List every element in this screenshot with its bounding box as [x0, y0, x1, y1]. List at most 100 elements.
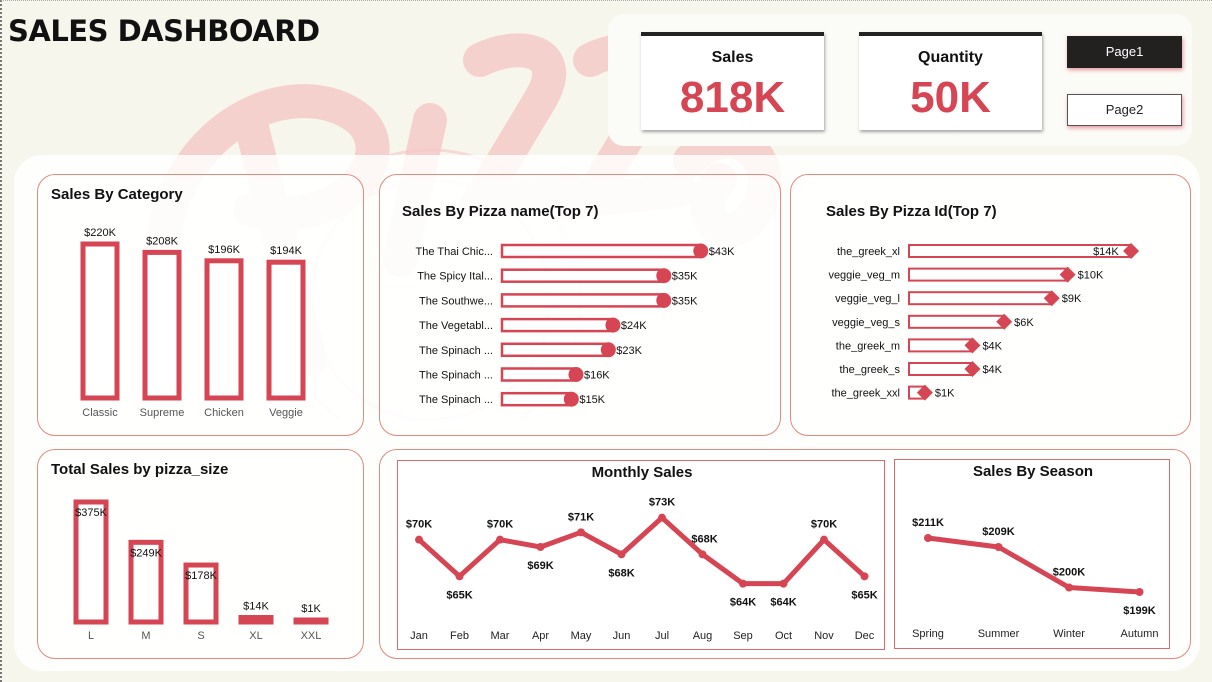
data-label-spring: $211K — [912, 517, 944, 529]
sales-kpi-value: 818K — [679, 73, 786, 122]
pizza-name-marker-3 — [605, 317, 621, 333]
series-line-monthly — [416, 515, 867, 587]
tick-label-jun: Jun — [613, 630, 631, 642]
tick-label-supreme: Supreme — [140, 407, 185, 419]
pizza-id-value-5: $4K — [982, 364, 1002, 376]
data-label-may: $71K — [568, 511, 594, 523]
point-dec — [860, 572, 869, 581]
point-oct — [779, 579, 788, 588]
data-label-aug: $68K — [691, 533, 717, 545]
data-label-classic: $220K — [84, 227, 116, 239]
pizza-id-marker-4 — [964, 337, 981, 354]
data-label-jan: $70K — [406, 519, 432, 531]
pizza-name-marker-0 — [693, 243, 709, 259]
tick-label-oct: Oct — [775, 630, 792, 642]
tick-label-xl: XL — [249, 630, 262, 642]
data-label-supreme: $208K — [146, 235, 178, 247]
page2-button[interactable]: Page2 — [1067, 94, 1182, 126]
sales-by-category-card: Sales By Category $220K Classic $208K Supre… — [37, 174, 364, 436]
data-label-dec: $65K — [851, 589, 877, 601]
quantity-kpi-card: Quantity 50K — [859, 32, 1042, 130]
sales-kpi-label: Sales — [711, 49, 754, 66]
category-chart-title: Sales By Category — [51, 186, 183, 203]
data-label-veggie: $194K — [270, 245, 302, 257]
pizza-name-bar-3 — [500, 317, 615, 333]
bar-veggie — [266, 259, 306, 401]
data-label-winter: $200K — [1053, 567, 1085, 579]
tick-label-dec: Dec — [855, 630, 875, 642]
pizza-id-label-2: veggie_veg_l — [835, 293, 900, 305]
sales-kpi-card: Sales 818K — [641, 32, 824, 130]
page-title: SALES DASHBOARD — [8, 14, 320, 48]
tick-label-classic: Classic — [82, 407, 118, 419]
point-may — [577, 528, 585, 537]
data-label-autumn: $199K — [1123, 605, 1155, 617]
point-jul — [658, 513, 666, 522]
data-label-xxl: $1K — [301, 603, 321, 615]
data-label-s: $178K — [185, 570, 217, 582]
monthly-line-chart: $70K Jan $65K Feb $70K Mar $69K Apr $71K May $68K J… — [406, 497, 878, 642]
pizza-name-marker-1 — [656, 268, 672, 284]
data-label-nov: $70K — [811, 519, 837, 531]
pizza-name-marker-6 — [563, 391, 579, 407]
pizza-name-marker-2 — [656, 292, 672, 308]
pizza-name-label-4: The Spinach ... — [419, 345, 493, 357]
series-line-season — [925, 535, 1142, 595]
season-line-chart: $211K Spring $209K Summer $200K Winter $199K Au… — [912, 517, 1158, 640]
pizza-name-bar-4 — [500, 342, 610, 358]
bar-s — [183, 562, 219, 625]
bar-xl — [238, 615, 274, 625]
tick-label-aug: Aug — [693, 630, 713, 642]
data-label-m: $249K — [130, 547, 162, 559]
pizza-id-marker-3 — [996, 313, 1013, 330]
point-winter — [1065, 583, 1073, 592]
page1-button[interactable]: Page1 — [1067, 36, 1182, 68]
pizza-name-value-5: $16K — [584, 370, 610, 382]
pizza-name-value-6: $15K — [579, 394, 605, 406]
point-aug — [698, 550, 707, 559]
quantity-kpi-value: 50K — [910, 73, 991, 122]
pizza-id-marker-1 — [1059, 266, 1076, 283]
bar-classic — [80, 241, 120, 401]
point-mar — [496, 535, 504, 544]
pizza-id-label-5: the_greek_s — [839, 364, 900, 376]
tick-label-jul: Jul — [655, 630, 669, 642]
pizza-name-chart-title: Sales By Pizza name(Top 7) — [402, 203, 599, 220]
tick-label-nov: Nov — [814, 630, 834, 642]
tick-label-feb: Feb — [450, 630, 469, 642]
pizza-name-label-3: The Vegetabl... — [419, 320, 493, 332]
pizza-id-bar-1 — [908, 267, 1069, 282]
pizza-name-marker-4 — [600, 342, 616, 358]
tick-label-xxl: XXL — [301, 630, 322, 642]
tick-label-summer: Summer — [978, 628, 1020, 640]
pizza-name-bar-0 — [500, 243, 703, 259]
pizza-id-marker-5 — [964, 361, 981, 377]
pizza-name-value-4: $23K — [616, 345, 642, 357]
pizza-id-value-6: $1K — [935, 388, 955, 400]
pizza-name-bar-1 — [500, 268, 666, 283]
tick-label-s: S — [197, 630, 204, 642]
pizza-name-label-2: The Southwe... — [419, 295, 493, 307]
pizza-id-bar-chart: the_greek_xl $14K veggie_veg_m $10K veggie_v… — [828, 243, 1140, 401]
category-bar-chart: $220K Classic $208K Supreme $196K Chicken $194… — [80, 227, 306, 419]
bar-xxl — [293, 617, 329, 625]
pizza-name-label-5: The Spinach ... — [419, 370, 493, 382]
tick-label-veggie: Veggie — [269, 407, 303, 419]
pizza-id-label-4: the_greek_m — [836, 340, 900, 352]
pizza-id-label-6: the_greek_xxl — [832, 388, 901, 400]
tick-label-jan: Jan — [410, 630, 428, 642]
tick-label-l: L — [88, 630, 94, 642]
pizza-name-label-1: The Spicy Ital... — [417, 271, 493, 283]
pizza-id-bar-3 — [908, 314, 1006, 329]
pizza-id-value-3: $6K — [1014, 317, 1034, 329]
bar-l — [73, 499, 109, 625]
point-jun — [617, 550, 626, 559]
pizza-id-label-1: veggie_veg_m — [828, 270, 900, 282]
season-chart-title: Sales By Season — [972, 463, 1094, 480]
pizza-name-label-6: The Spinach ... — [419, 394, 493, 406]
tick-label-apr: Apr — [532, 630, 549, 642]
data-label-xl: $14K — [243, 601, 269, 613]
tick-label-sep: Sep — [733, 630, 753, 642]
data-label-l: $375K — [75, 507, 107, 519]
